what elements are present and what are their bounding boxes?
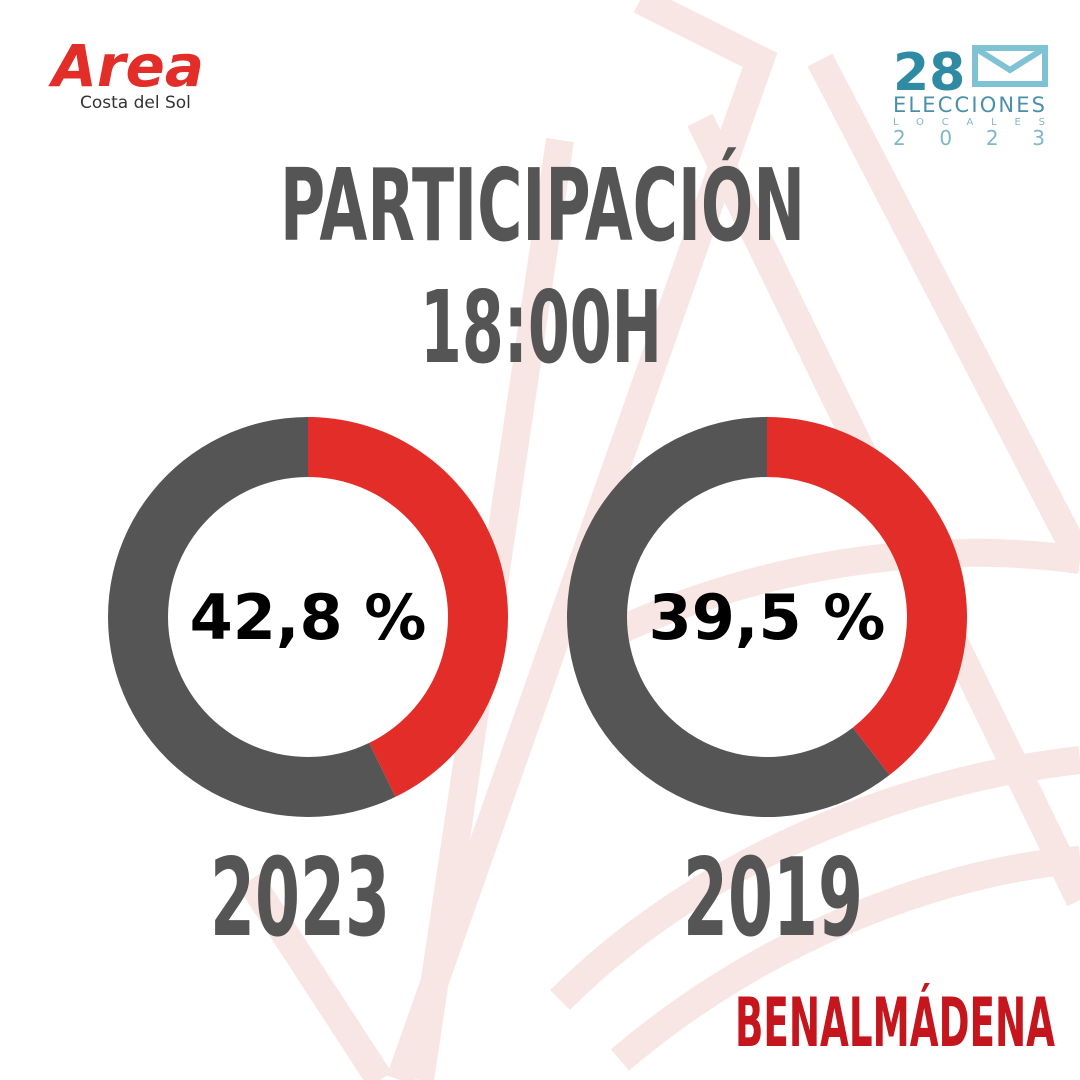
year-label: 2023 bbox=[210, 836, 390, 961]
badge-year: 2023 bbox=[893, 126, 1045, 150]
badge-line: ELECCIONES bbox=[893, 93, 1045, 117]
year-label: 2019 bbox=[683, 836, 863, 961]
badge-line: LOCALES bbox=[893, 117, 1045, 128]
footer: BENALMÁDENA bbox=[735, 983, 1055, 1063]
donut-slice bbox=[767, 417, 967, 776]
logo-subtitle: Costa del Sol bbox=[80, 93, 191, 113]
donut-slice bbox=[308, 417, 508, 797]
donut-slice bbox=[107, 417, 396, 817]
badge-number: 28 bbox=[893, 43, 965, 103]
subtitle: 18:00H bbox=[420, 269, 662, 386]
value-label: 42,8 % bbox=[190, 581, 427, 654]
donut-slice bbox=[566, 417, 890, 817]
title: PARTICIPACIÓN bbox=[280, 147, 805, 264]
logo: Area bbox=[48, 32, 204, 100]
value-label: 39,5 % bbox=[649, 581, 886, 654]
envelope-icon bbox=[972, 45, 1048, 87]
